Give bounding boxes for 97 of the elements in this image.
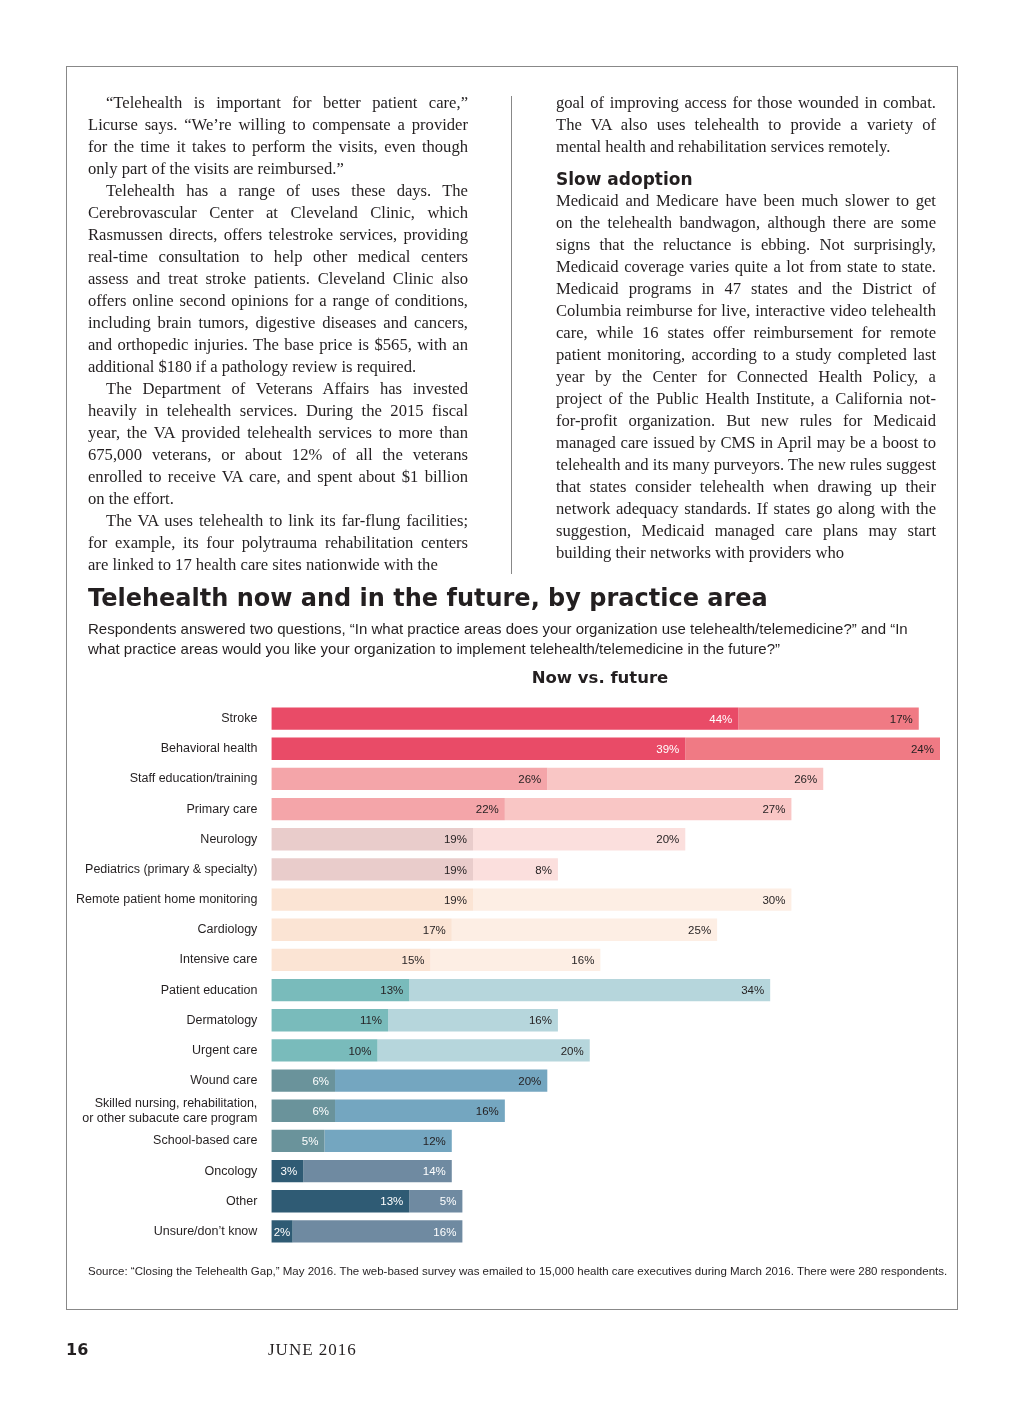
bar — [271, 828, 474, 851]
data-label: 17% — [889, 712, 913, 725]
data-label: 39% — [656, 742, 680, 755]
y-tick-label: Primary care — [186, 801, 258, 816]
data-label: 15% — [401, 954, 425, 967]
bar — [738, 707, 919, 730]
bar — [271, 858, 474, 881]
text: Slow adoption — [556, 168, 694, 190]
y-tick-label: Wound care — [190, 1073, 258, 1088]
data-label: 20% — [656, 833, 680, 846]
y-tick-label: Dermatology — [186, 1012, 259, 1027]
bar — [271, 978, 410, 1002]
data-label: 10% — [348, 1044, 372, 1057]
bar — [409, 1190, 463, 1213]
text: Medicaid and Medicare have been much slower to get on the telehealth bandwagon, although there are some signs that the reluctance is ebbing. Not surprisingly, Medicaid coverage varies quite a lot from state to state. Medicaid programs in 47 states and the District of Columbia reimburse for live, interactive video telehealth care, while 16 states offer reimbursement for remote patient monitoring, according to a study completed last year by the Center for Connected Health Policy, a project of the Public Health Institute, a California not-for-profit organization. But new rules for Medicaid managed care issued by CMS in April may be a boost to telehealth and its many purveyors. The new rules suggest that states consider telehealth when drawing up their network adequacy standards. If states go along with the suggestion, Medicaid managed care plans may start building their networks with providers who — [556, 191, 936, 562]
bar — [271, 1009, 389, 1032]
y-tick-label: Urgent care — [192, 1042, 258, 1057]
chart-subtitle: Respondents answered two questions, “In what practice areas does your organization use telehealth/telemedicine?” and “In what practice areas would you like your organization to implement telehealth/telemedicine in the future?” — [88, 619, 909, 659]
y-tick-label: Other — [226, 1193, 258, 1208]
data-label: 12% — [422, 1135, 446, 1148]
bar — [271, 1099, 336, 1122]
bar — [271, 737, 686, 760]
y-tick-label: Unsure/don’t know — [153, 1223, 259, 1238]
data-label: 26% — [518, 773, 542, 786]
data-label: 25% — [688, 923, 712, 936]
bar — [473, 828, 686, 851]
bar — [473, 888, 792, 911]
y-tick-label: Pediatrics (primary & specialty) — [85, 861, 258, 876]
text: “Telehealth is important for better patient care,” Licurse says. “We’re willing to compensate a provider for the time it takes to perform the visits, even though only part of the visits are reimbursed.” Telehealth has a range of uses these days. The Cerebrovascular Center at Cleveland Clinic, which Rasmussen directs, offers telestroke services, providing real-time consultation to help other medical centers assess and treat stroke patients. Cleveland Clinic also offers online second opinions for a range of conditions, including brain tumors, digestive diseases and cancers, and orthopedic injuries. The base price is $565, with an additional $180 if a pathology review is required. The Department of Veterans Affairs has invested heavily in telehealth services. During the 2015 fiscal year, the VA provided telehealth services to more than 675,000 veterans, or about 12% of all the veterans enrolled to receive VA care, and spent about $1 billion on the effort. The VA uses telehealth to link its far-flung facilities; for example, its four polytrauma rehabilitation centers are linked to 17 health care sites nationwide with the — [88, 93, 468, 574]
data-label: 19% — [443, 893, 467, 906]
data-label: 16% — [475, 1104, 499, 1117]
bar — [271, 918, 452, 941]
bar — [271, 1190, 410, 1213]
y-tick-label: School-based care — [153, 1133, 258, 1148]
bar — [303, 1159, 452, 1183]
data-label: 5% — [301, 1135, 319, 1148]
data-label: 6% — [312, 1074, 330, 1087]
bar — [324, 1129, 452, 1153]
text: goal of improving access for those wounded in combat. The VA also uses telehealth to provide a variety of mental health and rehabilitation services remotely. — [556, 92, 936, 158]
source-note: Source: “Closing the Telehealth Gap,” May 2016. The web-based survey was emailed to 15,000 health care executives during March 2016. There were 280 respondents. — [88, 1264, 948, 1279]
data-label: 16% — [433, 1225, 457, 1238]
data-label: 11% — [359, 1014, 383, 1027]
data-label: 20% — [518, 1074, 542, 1087]
y-tick-label: Patient education — [160, 982, 258, 997]
bar — [271, 707, 739, 730]
data-label: 20% — [560, 1044, 584, 1057]
data-label: 27% — [762, 803, 786, 816]
data-label: 19% — [443, 863, 467, 876]
bar — [271, 888, 474, 911]
data-label: 26% — [794, 773, 818, 786]
bar — [335, 1099, 505, 1122]
data-label: 13% — [380, 1195, 404, 1208]
bar — [388, 1009, 558, 1032]
bar — [271, 767, 548, 791]
bar — [504, 797, 792, 821]
bar — [292, 1220, 463, 1243]
text: JUNE 2016 — [268, 1340, 357, 1360]
bar — [409, 978, 771, 1002]
bar — [430, 948, 601, 972]
data-label: 2% — [273, 1225, 291, 1238]
y-tick-label: Behavioral health — [160, 741, 258, 756]
data-label: 24% — [910, 742, 934, 755]
bar — [547, 767, 824, 791]
data-label: 8% — [535, 863, 552, 876]
bar — [335, 1069, 548, 1092]
data-label: 14% — [422, 1165, 446, 1178]
data-label: 30% — [762, 893, 786, 906]
data-label: 17% — [422, 923, 446, 936]
bar — [271, 1069, 336, 1092]
data-label: 13% — [380, 984, 404, 997]
text: Now vs. future — [530, 668, 670, 687]
data-label: 3% — [280, 1165, 298, 1178]
bar — [271, 797, 505, 821]
data-label: 22% — [475, 803, 499, 816]
y-tick-label: Cardiology — [197, 922, 259, 937]
data-label: 6% — [312, 1104, 330, 1117]
bar — [451, 918, 718, 941]
data-label: 5% — [439, 1195, 457, 1208]
y-tick-label: Remote patient home monitoring — [75, 892, 258, 907]
y-tick-label: Stroke — [221, 711, 258, 726]
data-label: 44% — [709, 712, 733, 725]
data-label: 19% — [443, 833, 467, 846]
y-tick-label: Staff education/training — [129, 771, 258, 786]
bar — [685, 737, 940, 760]
bar — [377, 1039, 590, 1062]
bar — [271, 1039, 378, 1062]
y-tick-label: Oncology — [204, 1163, 259, 1178]
text: 16 — [66, 1340, 89, 1359]
data-label: 16% — [528, 1014, 552, 1027]
bar — [473, 858, 558, 881]
y-tick-label: Skilled nursing, rehabilitation, or other subacute care program — [82, 1095, 258, 1125]
chart-title: Telehealth now and in the future, by practice area — [88, 584, 768, 612]
y-tick-label: Intensive care — [179, 952, 258, 967]
data-label: 16% — [571, 954, 595, 967]
data-label: 34% — [741, 984, 765, 997]
y-tick-label: Neurology — [200, 831, 259, 846]
bar — [271, 948, 431, 972]
